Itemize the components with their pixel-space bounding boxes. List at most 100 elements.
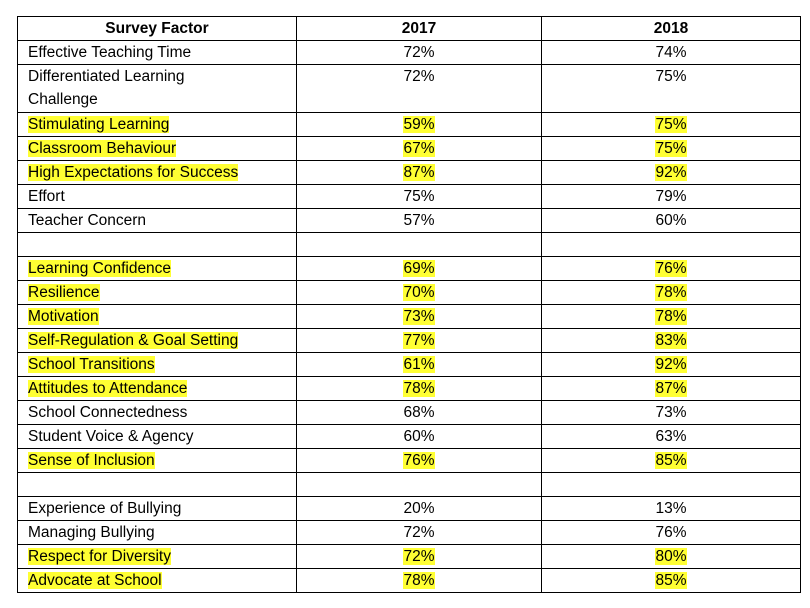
value-2017-cell: 75% [296,184,542,209]
factor-label: Sense of Inclusion [28,452,155,469]
percent-value: 74% [655,44,687,61]
factor-cell: School Transitions [17,352,297,377]
factor-cell: Experience of Bullying [17,496,297,521]
value-2018-cell: 92% [541,160,801,185]
table-row: Motivation 73% 78% [17,304,801,329]
percent-value: 76% [655,524,687,541]
table-row: Respect for Diversity 72% 80% [17,544,801,569]
factor-label: Experience of Bullying [28,500,182,517]
value-2018-cell: 76% [541,520,801,545]
table-row [17,472,801,497]
percent-value: 77% [403,332,435,349]
value-2018-cell: 75% [541,112,801,137]
factor-cell: Sense of Inclusion [17,448,297,473]
percent-value: 72% [403,44,435,61]
factor-label: Teacher Concern [28,212,147,229]
value-2018-cell: 79% [541,184,801,209]
value-2017-cell [296,472,542,497]
value-2017-cell: 87% [296,160,542,185]
table-row: Advocate at School 78% 85% [17,568,801,593]
value-2017-cell: 20% [296,496,542,521]
value-2017-cell: 70% [296,280,542,305]
factor-cell: Teacher Concern [17,208,297,233]
value-2017-cell: 67% [296,136,542,161]
percent-value: 73% [403,308,435,325]
table-row: Experience of Bullying 20% 13% [17,496,801,521]
value-2017-cell: 76% [296,448,542,473]
percent-value: 92% [655,164,687,181]
percent-value: 87% [403,164,435,181]
factor-cell: High Expectations for Success [17,160,297,185]
value-2017-cell: 72% [296,64,542,113]
table-row: School Connectedness 68% 73% [17,400,801,425]
value-2018-cell: 75% [541,136,801,161]
percent-value: 57% [403,212,435,229]
factor-label: Differentiated Learning Challenge [28,68,185,108]
table-row: Sense of Inclusion 76% 85% [17,448,801,473]
percent-value: 73% [655,404,687,421]
value-2018-cell: 63% [541,424,801,449]
percent-value: 80% [655,548,687,565]
percent-value: 78% [403,572,435,589]
value-2018-cell: 76% [541,256,801,281]
factor-cell: Classroom Behaviour [17,136,297,161]
table-row: Student Voice & Agency 60% 63% [17,424,801,449]
value-2018-cell [541,472,801,497]
factor-cell: Advocate at School [17,568,297,593]
percent-value: 92% [655,356,687,373]
percent-value: 75% [655,140,687,157]
table-row: Stimulating Learning 59% 75% [17,112,801,137]
value-2018-cell: 85% [541,448,801,473]
factor-cell: School Connectedness [17,400,297,425]
value-2018-cell: 85% [541,568,801,593]
percent-value: 68% [403,404,435,421]
factor-label: Attitudes to Attendance [28,380,188,397]
value-2017-cell [296,232,542,257]
value-2018-cell: 13% [541,496,801,521]
factor-label: School Transitions [28,356,155,373]
header-2018: 2018 [541,16,801,41]
value-2018-cell: 83% [541,328,801,353]
value-2018-cell: 74% [541,40,801,65]
value-2017-cell: 77% [296,328,542,353]
value-2017-cell: 60% [296,424,542,449]
percent-value: 60% [655,212,687,229]
factor-cell: Effort [17,184,297,209]
percent-value: 75% [655,68,687,85]
factor-label: Motivation [28,308,99,325]
value-2017-cell: 72% [296,40,542,65]
table-row: Self-Regulation & Goal Setting 77% 83% [17,328,801,353]
factor-label: Advocate at School [28,572,162,589]
percent-value: 85% [655,452,687,469]
percent-value: 69% [403,260,435,277]
percent-value: 78% [655,308,687,325]
factor-cell [17,472,297,497]
percent-value: 67% [403,140,435,157]
factor-label: Managing Bullying [28,524,155,541]
factor-label: Resilience [28,284,100,301]
percent-value: 72% [403,524,435,541]
value-2018-cell: 80% [541,544,801,569]
percent-value: 87% [655,380,687,397]
value-2018-cell: 92% [541,352,801,377]
percent-value: 20% [403,500,435,517]
percent-value: 61% [403,356,435,373]
value-2018-cell [541,232,801,257]
factor-cell: Student Voice & Agency [17,424,297,449]
header-row: Survey Factor 2017 2018 [17,16,801,41]
factor-label: Classroom Behaviour [28,140,177,157]
factor-label: School Connectedness [28,404,188,421]
factor-cell: Self-Regulation & Goal Setting [17,328,297,353]
percent-value: 83% [655,332,687,349]
value-2017-cell: 61% [296,352,542,377]
percent-value: 13% [655,500,687,517]
percent-value: 63% [655,428,687,445]
value-2017-cell: 78% [296,568,542,593]
header-survey-factor: Survey Factor [17,16,297,41]
percent-value: 75% [403,188,435,205]
factor-label: High Expectations for Success [28,164,239,181]
header-2017: 2017 [296,16,542,41]
survey-table: Survey Factor 2017 2018 Effective Teachi… [17,16,801,593]
factor-label: Stimulating Learning [28,116,170,133]
percent-value: 76% [655,260,687,277]
